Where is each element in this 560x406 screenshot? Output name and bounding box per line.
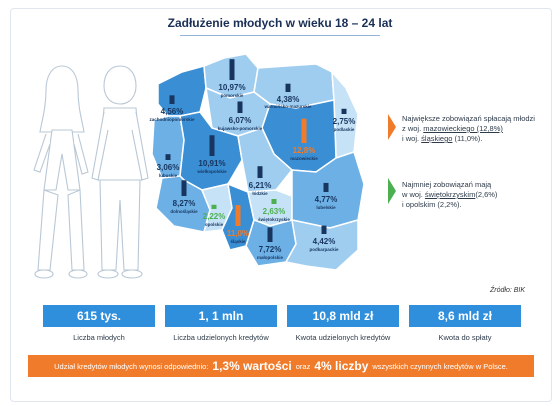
orange-marker-icon bbox=[388, 114, 396, 140]
bar-dolnośląskie bbox=[181, 180, 187, 196]
bar-lubelskie bbox=[323, 182, 329, 192]
banner-prefix: Udział kredytów młodych wynosi odpowiedn… bbox=[54, 361, 209, 371]
callout-most-highlight-2: śląskiego bbox=[421, 134, 453, 143]
label-opolskie: opolskie bbox=[205, 222, 224, 227]
bar-małopolskie bbox=[267, 227, 273, 242]
callout-least-debt: Najmniej zobowiązań mają w woj. świętokr… bbox=[402, 180, 552, 210]
bar-warmińsko-mazurskie bbox=[285, 83, 291, 92]
title-divider bbox=[180, 35, 380, 36]
bar-wielkopolskie bbox=[209, 135, 215, 156]
source-note: Źródło: BIK bbox=[490, 287, 526, 294]
callout-least-line3: i opolskim (2,2%). bbox=[402, 200, 462, 209]
bar-kujawsko-pomorskie bbox=[237, 101, 243, 113]
green-marker-icon bbox=[388, 178, 396, 204]
value-lodzkie: 6,21% bbox=[249, 181, 272, 190]
banner-suffix: wszystkich czynnych kredytów w Polsce. bbox=[372, 361, 508, 371]
stat-credit-amount-label: Kwota udzielonych kredytów bbox=[295, 333, 391, 342]
stat-young-count: 615 tys. bbox=[43, 305, 155, 327]
label-malopolskie: małopolskie bbox=[257, 255, 284, 260]
bar-łódzkie bbox=[257, 166, 263, 178]
stat-credit-amount: 10,8 mld zł bbox=[287, 305, 399, 327]
label-podkarpackie: podkarpackie bbox=[309, 247, 339, 252]
label-zachodniopomorskie: zachodniopomorskie bbox=[149, 117, 195, 122]
banner-middle: oraz bbox=[295, 361, 311, 371]
value-zachodniopomorskie: 4,56% bbox=[161, 107, 184, 116]
label-mazowieckie: mazowieckie bbox=[290, 156, 318, 161]
label-warminsko-mazurskie: warmińsko-mazurskie bbox=[263, 104, 312, 109]
label-slaskie: śląskie bbox=[230, 239, 246, 244]
label-wielkopolskie: wielkopolskie bbox=[196, 169, 227, 174]
value-lubuskie: 3,06% bbox=[157, 163, 180, 172]
value-pomorskie: 10,97% bbox=[218, 83, 245, 92]
stat-amount-due-label: Kwota do spłaty bbox=[438, 333, 492, 342]
value-lubelskie: 4,77% bbox=[315, 195, 338, 204]
bar-lubuskie bbox=[165, 154, 171, 160]
stat-credit-count-label: Liczba udzielonych kredytów bbox=[173, 333, 269, 342]
value-opolskie: 2,22% bbox=[203, 212, 226, 221]
poland-map: 4,56% zachodniopomorskie 10,97% pomorski… bbox=[149, 53, 365, 271]
region-podkarpackie bbox=[284, 219, 359, 271]
page-title: Zadłużenie młodych w wieku 18 – 24 lat bbox=[167, 16, 393, 30]
bar-podkarpackie bbox=[321, 225, 327, 234]
bar-mazowieckie bbox=[301, 118, 307, 143]
value-kujawsko-pomorskie: 6,07% bbox=[229, 116, 252, 125]
bar-zachodniopomorskie bbox=[169, 95, 175, 104]
callout-most-debt: Największe zobowiązań spłacają młodzi z … bbox=[402, 114, 552, 144]
value-mazowieckie: 12,8% bbox=[293, 146, 316, 155]
banner-value-share: 1,3% wartości bbox=[212, 359, 292, 373]
label-kujawsko-pomorskie: kujawsko-pomorskie bbox=[218, 126, 263, 131]
value-malopolskie: 7,72% bbox=[259, 245, 282, 254]
label-podlaskie: podlaskie bbox=[334, 127, 355, 132]
value-warminsko-mazurskie: 4,38% bbox=[277, 95, 300, 104]
label-pomorskie: pomorskie bbox=[221, 93, 244, 98]
callout-least-highlight: świętokrzyskim bbox=[424, 190, 476, 199]
callout-most-highlight-1: mazowieckiego (12,8%) bbox=[423, 124, 503, 133]
callout-least-line1: Najmniej zobowiązań mają bbox=[402, 180, 492, 189]
label-dolnoslaskie: dolnośląskie bbox=[170, 209, 198, 214]
value-podkarpackie: 4,42% bbox=[313, 237, 336, 246]
bar-śląskie bbox=[235, 205, 241, 226]
value-dolnoslaskie: 8,27% bbox=[173, 199, 196, 208]
bar-opolskie bbox=[211, 204, 217, 209]
bar-świętokrzyskie bbox=[271, 199, 277, 204]
share-banner: Udział kredytów młodych wynosi odpowiedn… bbox=[28, 355, 534, 377]
callout-most-line1: Największe zobowiązań spłacają młodzi bbox=[402, 114, 535, 123]
infographic-frame bbox=[10, 8, 552, 402]
stat-young-count-label: Liczba młodych bbox=[73, 333, 125, 342]
young-people-illustration bbox=[33, 65, 149, 279]
value-swietokrzyskie: 2,63% bbox=[263, 207, 286, 216]
bar-pomorskie bbox=[229, 59, 235, 80]
value-podlaskie: 2,75% bbox=[333, 117, 356, 126]
label-lubuskie: lubuskie bbox=[159, 173, 178, 178]
stat-credit-count: 1, 1 mln bbox=[165, 305, 277, 327]
value-slaskie: 11,0% bbox=[227, 229, 249, 238]
region-lodzkie bbox=[237, 127, 294, 193]
bar-podlaskie bbox=[341, 108, 347, 114]
label-lodzkie: łódzkie bbox=[252, 191, 268, 196]
value-wielkopolskie: 10,91% bbox=[198, 159, 225, 168]
label-lubelskie: lubelskie bbox=[316, 205, 336, 210]
stat-amount-due: 8,6 mld zł bbox=[409, 305, 521, 327]
banner-count-share: 4% liczby bbox=[314, 359, 369, 373]
label-swietokrzyskie: świętokrzyskie bbox=[258, 217, 290, 222]
